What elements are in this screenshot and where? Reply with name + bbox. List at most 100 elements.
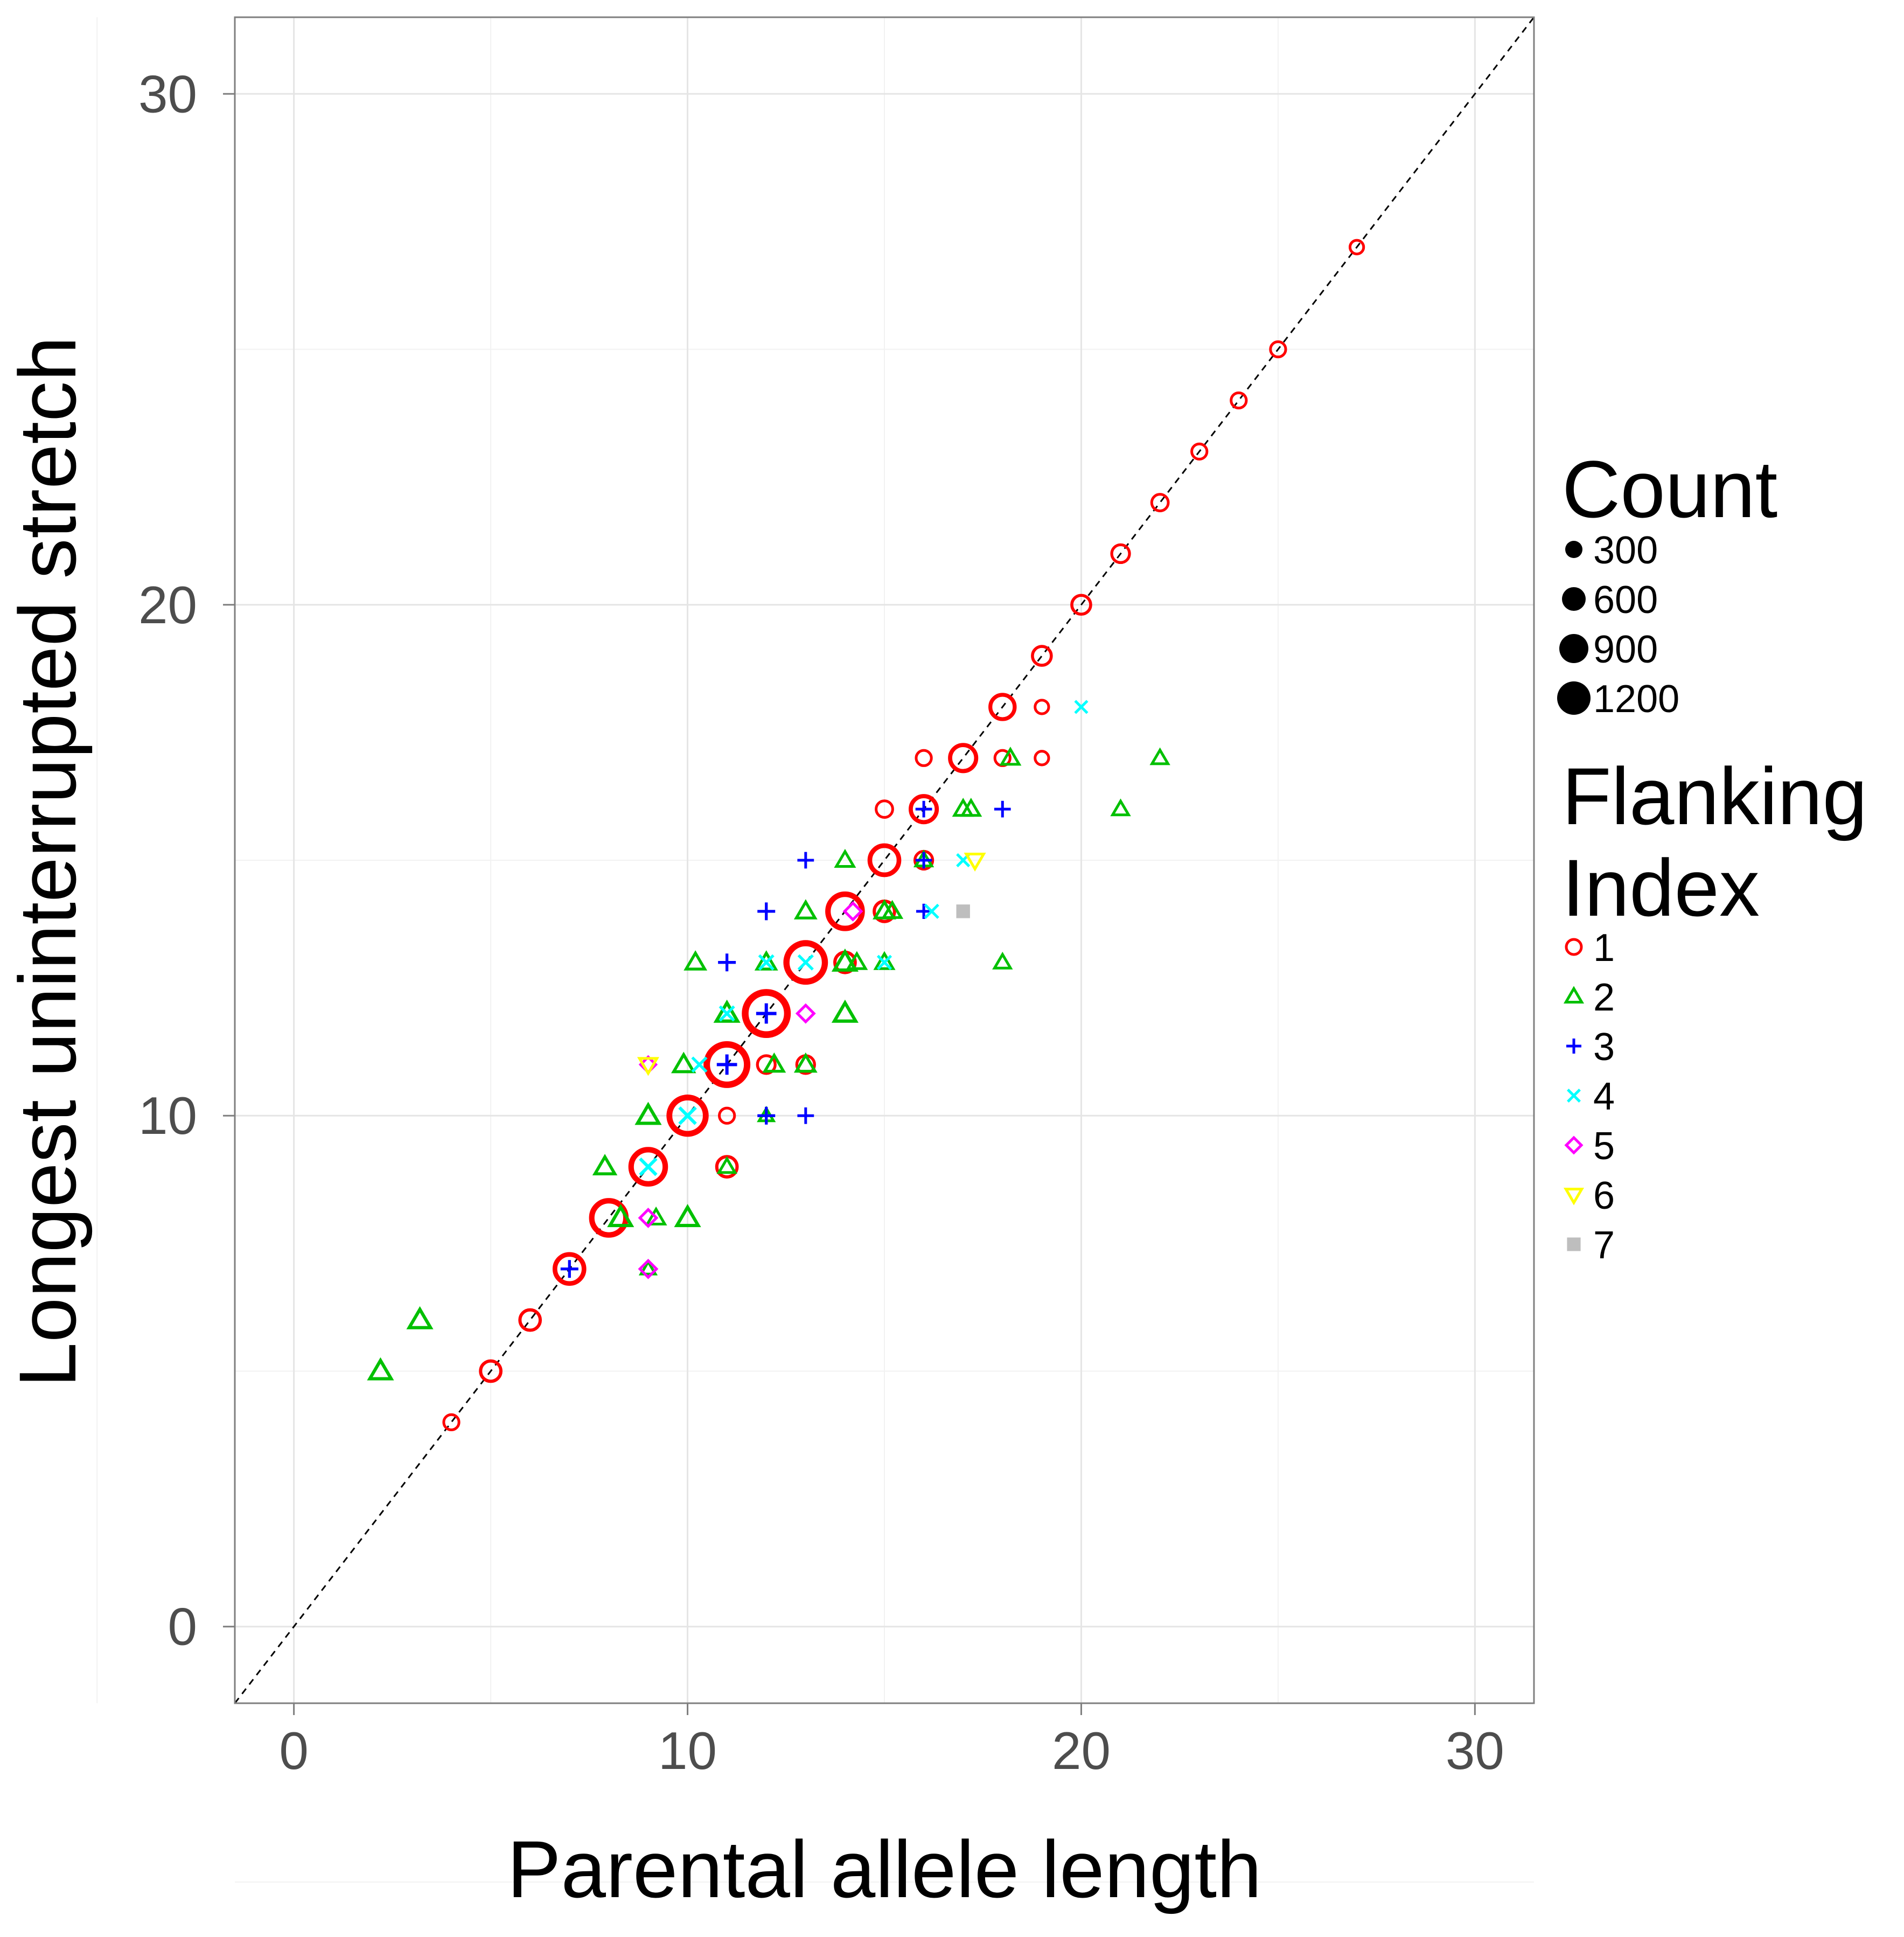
data-point-index-1	[1269, 340, 1287, 359]
y-tick-label: 0	[168, 1597, 197, 1656]
data-point-index-3	[560, 1260, 578, 1278]
color-legend-key	[1567, 1237, 1581, 1251]
data-point-index-1	[742, 989, 791, 1039]
color-legend-key	[1564, 1135, 1584, 1155]
data-point-index-1	[875, 799, 894, 819]
x-tick-label: 10	[658, 1721, 717, 1780]
data-point-index-1	[552, 1252, 587, 1286]
data-point-index-2	[960, 798, 982, 817]
color-legend: 1 2 3 4 5 6 7	[1563, 926, 1615, 1267]
data-point-index-1	[1110, 543, 1131, 565]
data-point-index-4	[924, 903, 939, 919]
size-legend: 300 600 900 1200	[1557, 529, 1679, 721]
data-point-index-3	[915, 852, 932, 869]
data-point-index-4	[719, 1005, 735, 1022]
data-point-index-5	[842, 901, 863, 922]
data-point-index-3	[797, 1107, 814, 1124]
data-point-index-2	[592, 1154, 618, 1176]
size-legend-key	[1562, 587, 1586, 611]
y-tick-label: 10	[138, 1086, 197, 1145]
data-point-index-3	[916, 903, 932, 919]
data-point-index-1	[1031, 645, 1053, 667]
color-legend-label: 4	[1593, 1075, 1615, 1118]
data-point-index-1	[948, 743, 979, 774]
data-point-index-2	[793, 1052, 818, 1073]
data-point-index-1	[993, 749, 1012, 767]
data-point-index-2	[607, 1204, 634, 1228]
data-point-index-6	[964, 852, 986, 872]
data-point-index-1	[1034, 750, 1050, 767]
data-point-index-3	[718, 953, 736, 972]
data-point-index-4	[678, 1106, 697, 1125]
plot-panel-border	[234, 16, 1535, 1704]
color-legend-title-line1: Flanking	[1562, 751, 1867, 841]
data-point-index-4	[1074, 700, 1089, 714]
color-legend-key	[1566, 1039, 1581, 1054]
data-point-index-2	[754, 950, 778, 971]
grid-lines	[96, 17, 1534, 1883]
data-point-index-4	[876, 954, 892, 970]
data-point-index-1	[1034, 699, 1050, 715]
data-point-index-4	[691, 1056, 708, 1073]
size-legend-label: 900	[1593, 628, 1658, 671]
data-point-index-1	[1230, 391, 1248, 409]
data-point-index-2	[367, 1357, 394, 1381]
size-legend-key	[1559, 634, 1588, 663]
y-axis-title: Longest uninterrupted stretch	[2, 336, 93, 1387]
data-point-index-2	[831, 999, 859, 1023]
size-legend-title: Count	[1562, 444, 1777, 534]
data-point-index-5	[638, 1258, 659, 1279]
data-point-index-1	[518, 1308, 542, 1332]
data-point-index-2	[762, 1052, 786, 1073]
data-point-index-2	[846, 951, 868, 970]
color-legend-key	[1565, 938, 1583, 956]
color-legend-key	[1567, 1089, 1581, 1103]
data-points	[367, 239, 1365, 1431]
x-tick-label: 30	[1446, 1721, 1504, 1780]
x-tick-label: 20	[1052, 1721, 1111, 1780]
data-point-index-1	[1150, 493, 1170, 512]
color-legend-label: 5	[1593, 1125, 1615, 1168]
color-legend-label: 7	[1593, 1224, 1615, 1267]
axis-ticks: 0 10 20 30 0 10 20 30	[138, 64, 1504, 1780]
data-point-index-2	[834, 848, 856, 868]
data-point-index-1	[703, 1041, 751, 1088]
data-point-index-1	[867, 843, 902, 877]
data-point-index-2	[684, 950, 708, 971]
data-point-index-1	[756, 1054, 777, 1075]
color-legend-label: 3	[1593, 1026, 1615, 1069]
data-point-index-2	[645, 1206, 667, 1225]
data-point-index-2	[1149, 747, 1170, 765]
y-tick-label: 20	[138, 575, 197, 635]
data-point-index-1	[666, 1095, 709, 1137]
data-point-index-2	[999, 747, 1022, 766]
data-point-index-3	[757, 1106, 776, 1125]
color-legend-label: 6	[1593, 1174, 1615, 1217]
y-tick-label: 30	[138, 64, 197, 123]
data-point-index-2	[638, 1259, 658, 1276]
data-point-index-1	[909, 794, 939, 825]
size-legend-key	[1557, 681, 1591, 715]
data-point-index-1	[479, 1359, 503, 1383]
data-point-index-4	[758, 954, 775, 971]
color-legend-title-line2: Index	[1562, 842, 1760, 933]
data-point-index-1	[988, 693, 1017, 721]
data-point-index-2	[873, 951, 896, 970]
data-point-index-5	[638, 1208, 659, 1228]
data-point-index-2	[1110, 798, 1131, 817]
data-point-index-1	[1190, 442, 1209, 461]
data-point-index-2	[674, 1204, 701, 1228]
data-point-index-1	[628, 1147, 668, 1187]
data-point-index-2	[793, 899, 818, 919]
data-point-index-3	[797, 852, 814, 869]
data-point-index-2	[671, 1051, 696, 1074]
data-point-index-3	[756, 1003, 777, 1024]
data-point-index-7	[956, 904, 970, 918]
size-legend-key	[1565, 541, 1582, 558]
data-point-index-1	[1348, 239, 1365, 255]
data-point-index-3	[757, 902, 776, 921]
color-legend-label: 1	[1593, 926, 1615, 970]
data-point-index-5	[795, 1003, 816, 1024]
